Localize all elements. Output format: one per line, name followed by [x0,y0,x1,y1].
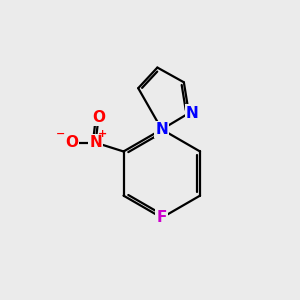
Text: N: N [155,122,168,137]
Text: N: N [186,106,199,121]
Text: O: O [92,110,105,125]
Text: O: O [65,135,78,150]
Text: N: N [89,135,102,150]
Text: F: F [157,210,167,225]
Text: +: + [98,129,107,139]
Text: −: − [56,129,65,139]
